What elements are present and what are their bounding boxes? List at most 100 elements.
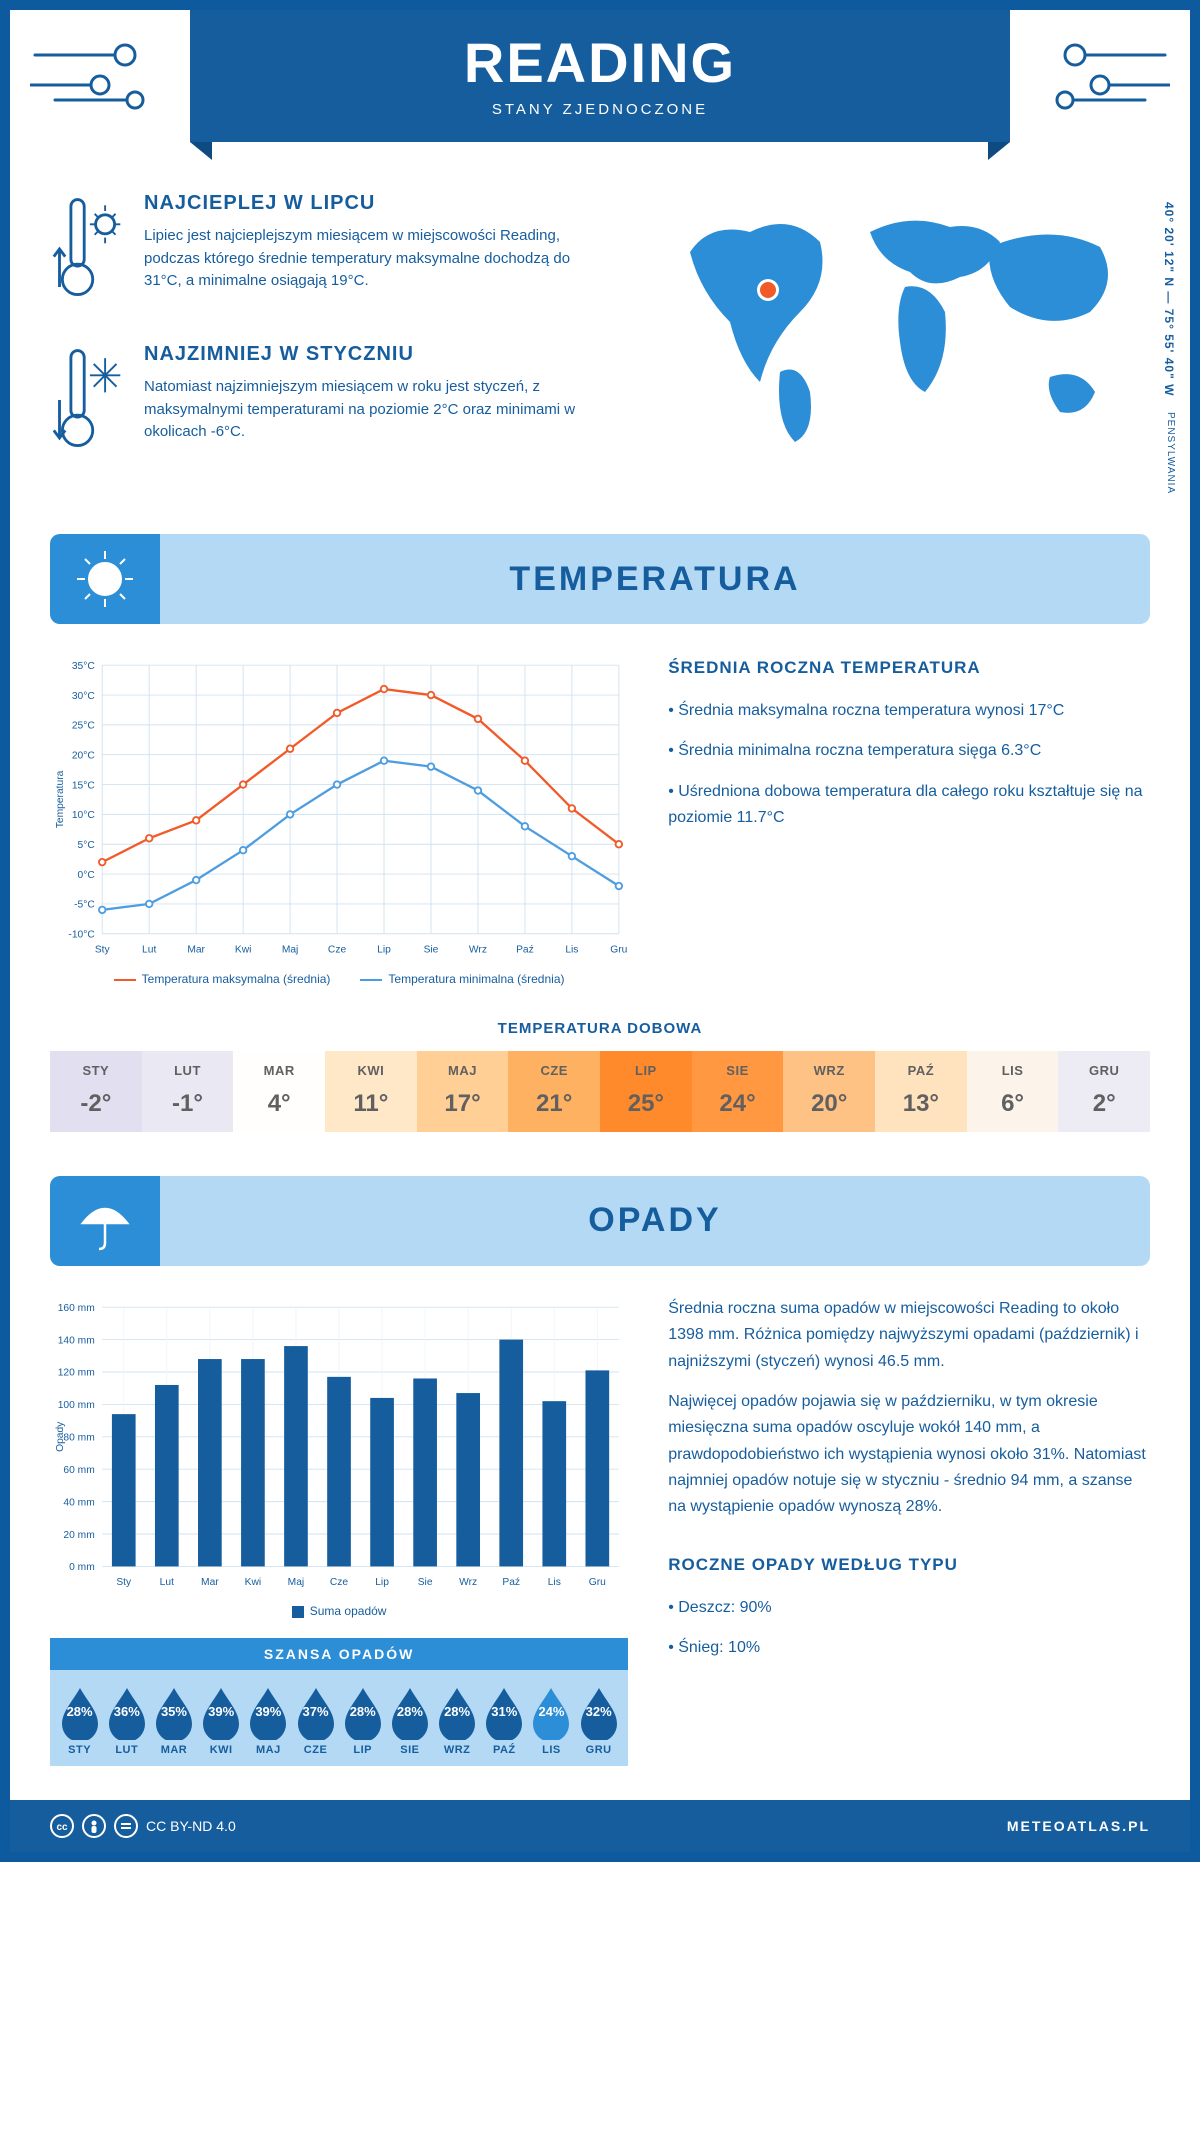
month-label: LUT: [146, 1063, 230, 1078]
temperature-line-chart: -10°C-5°C0°C5°C10°C15°C20°C25°C30°C35°CS…: [50, 654, 628, 962]
month-label: MAJ: [421, 1063, 505, 1078]
svg-text:40 mm: 40 mm: [63, 1497, 94, 1508]
chance-drop: 39%KWI: [198, 1684, 245, 1756]
chance-drop: 28%STY: [56, 1684, 103, 1756]
chance-month: LIP: [339, 1744, 386, 1756]
chance-drop: 24%LIS: [528, 1684, 575, 1756]
chance-month: WRZ: [434, 1744, 481, 1756]
chance-month: LIS: [528, 1744, 575, 1756]
month-label: LIS: [971, 1063, 1055, 1078]
chance-month: STY: [56, 1744, 103, 1756]
chance-drop: 35%MAR: [150, 1684, 197, 1756]
daily-temp-cell: LUT-1°: [142, 1051, 234, 1132]
temperature-body: -10°C-5°C0°C5°C10°C15°C20°C25°C30°C35°CS…: [50, 654, 1150, 986]
chance-drop: 32%GRU: [575, 1684, 622, 1756]
chance-title: SZANSA OPADÓW: [50, 1638, 628, 1670]
svg-text:160 mm: 160 mm: [58, 1303, 95, 1314]
temp-side-item: Średnia minimalna roczna temperatura się…: [668, 738, 1150, 764]
chance-drop: 28%WRZ: [434, 1684, 481, 1756]
svg-text:Cze: Cze: [328, 944, 347, 955]
svg-text:cc: cc: [56, 1822, 68, 1833]
chance-drop: 36%LUT: [103, 1684, 150, 1756]
svg-text:Sty: Sty: [116, 1577, 132, 1588]
daily-temp-cell: SIE24°: [692, 1051, 784, 1132]
month-label: SIE: [696, 1063, 780, 1078]
chance-month: GRU: [575, 1744, 622, 1756]
svg-text:60 mm: 60 mm: [63, 1465, 94, 1476]
svg-text:Kwi: Kwi: [245, 1577, 262, 1588]
daily-temp-cell: STY-2°: [50, 1051, 142, 1132]
svg-text:Lis: Lis: [548, 1577, 561, 1588]
svg-text:5°C: 5°C: [78, 840, 96, 851]
coldest-block: NAJZIMNIEJ W STYCZNIU Natomiast najzimni…: [50, 343, 610, 462]
temp-value: -2°: [54, 1090, 138, 1118]
daily-temp-cell: MAJ 17°: [417, 1051, 509, 1132]
umbrella-icon: [50, 1176, 160, 1266]
svg-text:140 mm: 140 mm: [58, 1335, 95, 1346]
temp-side-item: Średnia maksymalna roczna temperatura wy…: [668, 698, 1150, 724]
coldest-text: Natomiast najzimniejszym miesiącem w rok…: [144, 376, 610, 444]
page-subtitle: STANY ZJEDNOCZONE: [190, 101, 1010, 118]
temp-side-title: ŚREDNIA ROCZNA TEMPERATURA: [668, 654, 1150, 682]
svg-text:-10°C: -10°C: [68, 929, 95, 940]
precip-bar-chart: 0 mm20 mm40 mm60 mm80 mm100 mm120 mm140 …: [50, 1296, 628, 1594]
svg-text:Cze: Cze: [330, 1577, 349, 1588]
nd-icon: [114, 1814, 138, 1838]
svg-text:20°C: 20°C: [72, 750, 96, 761]
daily-temp-cell: CZE21°: [508, 1051, 600, 1132]
by-type-item: Śnieg: 10%: [668, 1635, 1150, 1661]
chance-month: SIE: [386, 1744, 433, 1756]
temp-value: 6°: [971, 1090, 1055, 1118]
temp-value: 2°: [1062, 1090, 1146, 1118]
warmest-block: NAJCIEPLEJ W LIPCU Lipiec jest najcieple…: [50, 192, 610, 311]
svg-text:Sie: Sie: [424, 944, 439, 955]
svg-text:Wrz: Wrz: [469, 944, 487, 955]
svg-text:Mar: Mar: [187, 944, 205, 955]
by-type-title: ROCZNE OPADY WEDŁUG TYPU: [668, 1551, 1150, 1579]
daily-temp-cell: KWI11°: [325, 1051, 417, 1132]
svg-text:Maj: Maj: [282, 944, 299, 955]
svg-text:30°C: 30°C: [72, 691, 96, 702]
temp-value: 20°: [787, 1090, 871, 1118]
daily-temp-cell: LIS 6°: [967, 1051, 1059, 1132]
chance-month: MAJ: [245, 1744, 292, 1756]
page: READING STANY ZJEDNOCZONE NAJCIEPLEJ W L…: [0, 0, 1200, 1862]
intro-row: NAJCIEPLEJ W LIPCU Lipiec jest najcieple…: [50, 192, 1150, 494]
svg-text:Lip: Lip: [377, 944, 391, 955]
temp-value: 17°: [421, 1090, 505, 1118]
thermometer-hot-icon: [50, 192, 126, 311]
warmest-text: Lipiec jest najcieplejszym miesiącem w m…: [144, 225, 610, 293]
legend-max: Temperatura maksymalna (średnia): [114, 972, 331, 986]
temperature-section-header: TEMPERATURA: [50, 534, 1150, 624]
temperature-legend: Temperatura maksymalna (średnia) Tempera…: [50, 972, 628, 986]
svg-text:0°C: 0°C: [78, 870, 96, 881]
by-type-item: Deszcz: 90%: [668, 1595, 1150, 1621]
precip-title: OPADY: [160, 1201, 1150, 1240]
wind-icon: [30, 30, 160, 120]
svg-text:Mar: Mar: [201, 1577, 219, 1588]
temp-value: 25°: [604, 1090, 688, 1118]
svg-text:100 mm: 100 mm: [58, 1400, 95, 1411]
svg-text:Temperatura: Temperatura: [55, 770, 66, 828]
daily-temp-table: STY-2°LUT-1°MAR4°KWI11°MAJ17°CZE21°LIP25…: [50, 1051, 1150, 1132]
coldest-title: NAJZIMNIEJ W STYCZNIU: [144, 343, 610, 366]
warmest-title: NAJCIEPLEJ W LIPCU: [144, 192, 610, 215]
chance-drop: 39%MAJ: [245, 1684, 292, 1756]
svg-text:Maj: Maj: [288, 1577, 305, 1588]
temperature-summary: ŚREDNIA ROCZNA TEMPERATURA Średnia maksy…: [668, 654, 1150, 986]
precip-section-header: OPADY: [50, 1176, 1150, 1266]
chance-drop: 37%CZE: [292, 1684, 339, 1756]
intro-text-col: NAJCIEPLEJ W LIPCU Lipiec jest najcieple…: [50, 192, 610, 494]
wind-icon: [1040, 30, 1170, 120]
temp-value: 4°: [237, 1090, 321, 1118]
precip-body: 0 mm20 mm40 mm60 mm80 mm100 mm120 mm140 …: [50, 1296, 1150, 1766]
precip-p1: Średnia roczna suma opadów w miejscowośc…: [668, 1296, 1150, 1375]
daily-temp-title: TEMPERATURA DOBOWA: [50, 1020, 1150, 1037]
svg-text:0 mm: 0 mm: [69, 1562, 95, 1573]
precip-legend: Suma opadów: [50, 1604, 628, 1618]
svg-text:Lut: Lut: [142, 944, 156, 955]
month-label: KWI: [329, 1063, 413, 1078]
svg-text:Gru: Gru: [589, 1577, 606, 1588]
header: READING STANY ZJEDNOCZONE: [190, 10, 1010, 142]
svg-text:Paź: Paź: [516, 944, 534, 955]
